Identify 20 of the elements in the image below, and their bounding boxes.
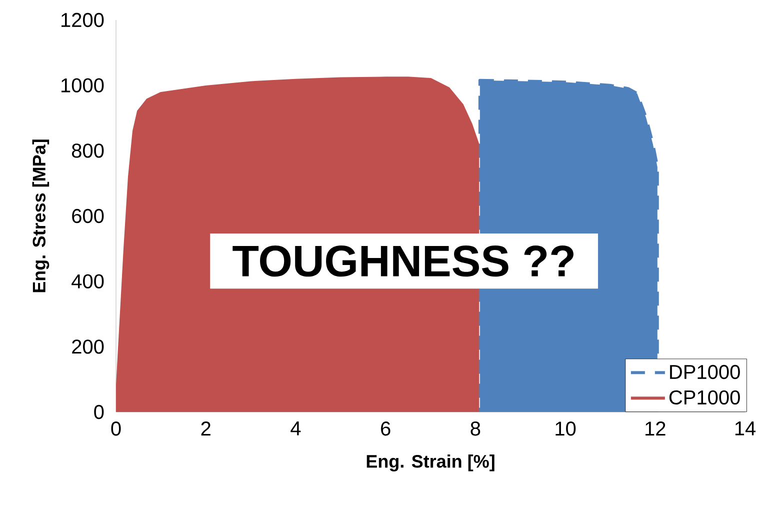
y-tick-label: 200 <box>72 340 104 354</box>
legend-label: CP1000 <box>669 390 740 405</box>
y-tick-label: 1000 <box>62 78 104 92</box>
x-tick-label: 14 <box>735 422 756 436</box>
x-axis-title: Eng. Strain [%] <box>366 454 494 472</box>
annotation: TOUGHNESS ?? <box>232 246 574 277</box>
y-axis-title: Eng. Stress [MPa] <box>32 140 50 292</box>
x-tick-label: 6 <box>381 422 390 436</box>
x-tick-label: 12 <box>646 422 666 436</box>
x-tick-label: 10 <box>556 422 576 436</box>
x-tick-label: 2 <box>201 422 210 436</box>
y-tick-label: 1200 <box>62 12 104 28</box>
y-tick-label: 0 <box>94 404 104 420</box>
y-tick-label: 600 <box>72 208 104 224</box>
legend-label: DP1000 <box>670 364 740 380</box>
x-tick-label: 4 <box>290 422 301 436</box>
x-tick-label: 8 <box>470 422 480 436</box>
y-tick-label: 400 <box>72 274 104 288</box>
y-tick-label: 800 <box>72 144 104 158</box>
x-tick-label: 0 <box>111 422 121 436</box>
